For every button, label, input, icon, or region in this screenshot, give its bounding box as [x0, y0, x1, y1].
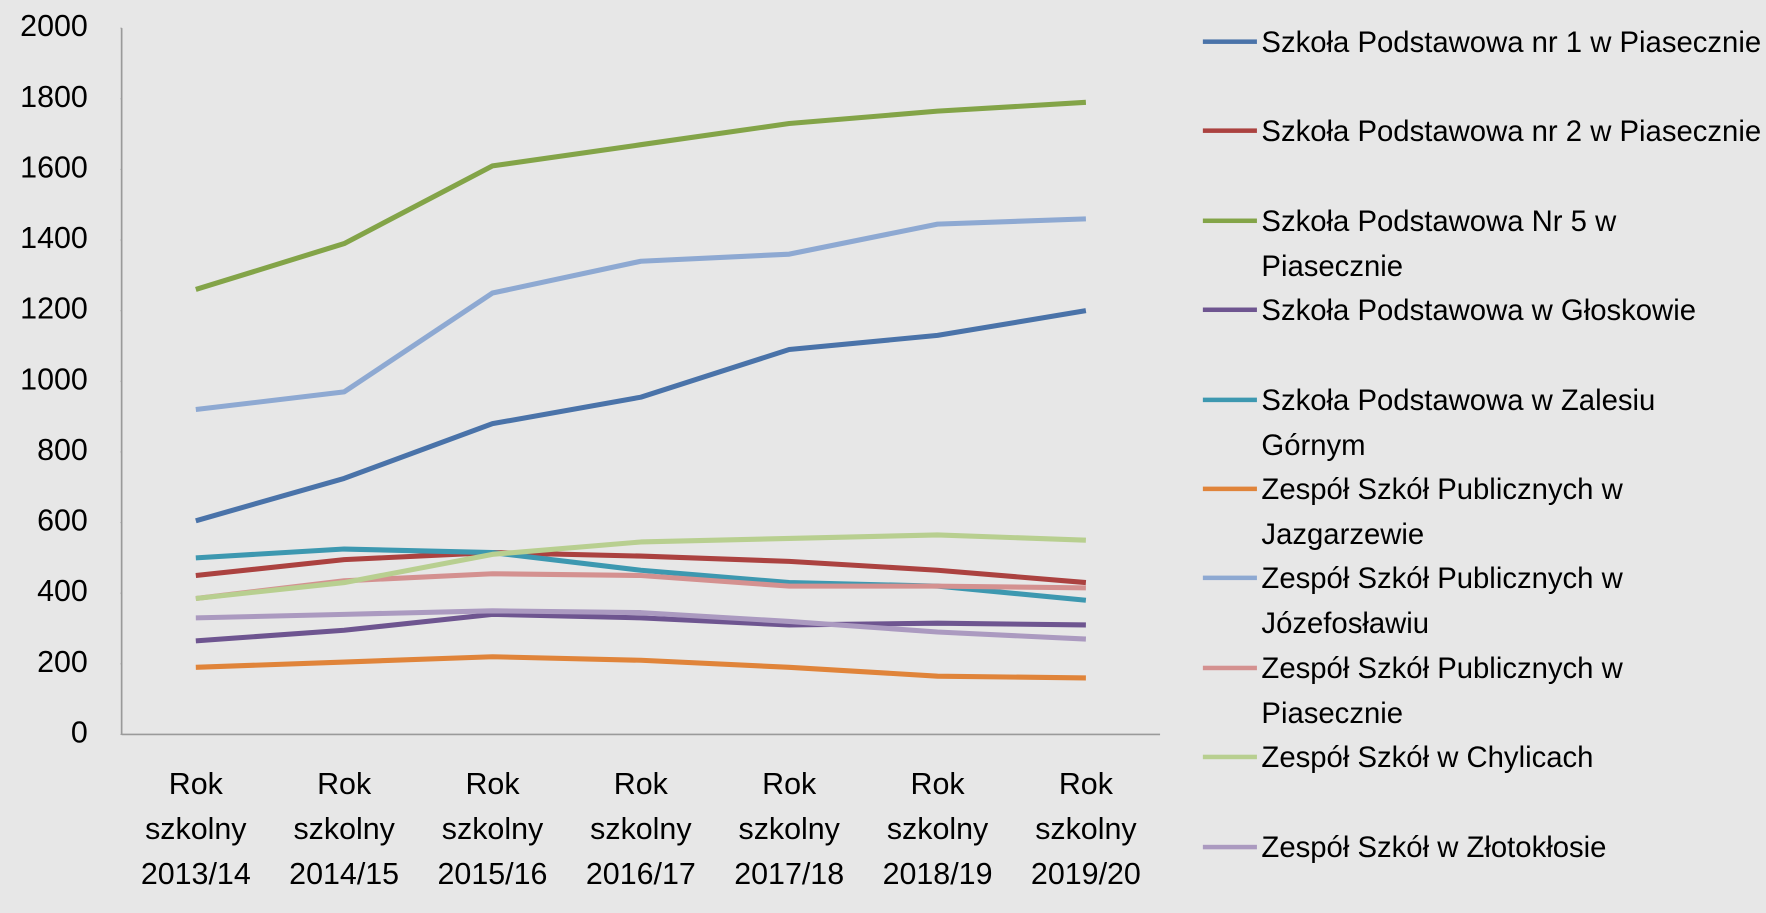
- legend-label: Zespół Szkół Publicznych w Józefosławiu: [1261, 561, 1623, 641]
- legend-marker: [1202, 486, 1257, 492]
- legend-item: Zespół Szkół Publicznych w Jazgarzewie: [1202, 466, 1766, 555]
- legend-marker: [1202, 39, 1257, 44]
- legend-item: Zespół Szkół w Chylicach: [1202, 735, 1766, 824]
- y-tick-label: 200: [37, 645, 88, 679]
- legend-marker: [1202, 844, 1257, 849]
- legend-marker: [1202, 218, 1257, 223]
- y-tick-label: 600: [37, 504, 88, 538]
- legend-item: Zespół Szkół Publicznych w Józefosławiu: [1202, 556, 1766, 645]
- legend-label: Szkoła Podstawowa w Zalesiu Górnym: [1261, 382, 1656, 462]
- legend-marker: [1202, 397, 1257, 402]
- legend-marker: [1202, 128, 1257, 134]
- plot: 0 200 400 600 800 1000 1200 1400 1600 1800 2000: [20, 9, 1161, 749]
- y-tick-label: 1400: [20, 221, 88, 255]
- series-line: [195, 216, 1086, 413]
- legend-label: Zespół Szkół Publicznych w Piasecznie: [1261, 650, 1623, 730]
- y-tick-label: 2000: [20, 9, 88, 43]
- series-line: [195, 550, 1087, 586]
- legend-item: Zespół Szkół w Złotokłosie: [1202, 824, 1766, 913]
- legend-item: Szkoła Podstawowa w Głoskowie: [1202, 287, 1766, 376]
- legend-item: Zespół Szkół Publicznych w Piasecznie: [1202, 645, 1766, 734]
- legend-label: Szkoła Podstawowa w Głoskowie: [1261, 293, 1697, 327]
- legend-label: Zespół Szkół w Złotokłosie: [1261, 829, 1607, 864]
- series-line: [195, 99, 1087, 292]
- x-tick-label: Rok szkolny 2015/16: [437, 767, 548, 891]
- series-line: [195, 608, 1087, 642]
- legend-item: Szkoła Podstawowa nr 2 w Piasecznie: [1202, 109, 1766, 198]
- x-tick-label: Rok szkolny 2017/18: [734, 767, 845, 891]
- series-line: [195, 654, 1086, 681]
- x-tick-label: Rok szkolny 2018/19: [882, 767, 993, 891]
- y-tick-label: 1800: [20, 80, 88, 114]
- legend-label: Szkoła Podstawowa nr 2 w Piasecznie: [1261, 114, 1762, 149]
- legend-label: Zespół Szkół w Chylicach: [1261, 740, 1594, 774]
- x-tick-label: Rok szkolny 2019/20: [1030, 767, 1141, 891]
- legend-marker: [1202, 754, 1257, 760]
- x-tick-label: Rok szkolny 2014/15: [289, 767, 400, 891]
- series-line: [195, 308, 1087, 524]
- legend-marker: [1202, 665, 1257, 670]
- legend: Szkoła Podstawowa nr 1 w Piasecznie Szkoł…: [1202, 19, 1766, 913]
- chart: 0 200 400 600 800 1000 1200 1400 1600 1800 2000 Sz…: [20, 9, 1761, 891]
- legend-marker: [1202, 575, 1257, 581]
- y-tick-label: 1600: [20, 150, 88, 184]
- series-line: [195, 532, 1086, 601]
- y-tick-label: 1200: [20, 292, 88, 326]
- y-tick-label: 0: [71, 715, 88, 749]
- x-tick-label: Rok szkolny 2016/17: [585, 767, 696, 891]
- legend-label: Szkoła Podstawowa Nr 5 w Piasecznie: [1261, 203, 1617, 283]
- legend-label: Zespół Szkół Publicznych w Jazgarzewie: [1261, 471, 1623, 551]
- y-tick-label: 800: [37, 433, 88, 467]
- x-tick-label: Rok szkolny 2013/14: [140, 767, 251, 891]
- legend-item: Szkoła Podstawowa Nr 5 w Piasecznie: [1202, 198, 1766, 287]
- series-line: [195, 611, 1086, 644]
- y-tick-label: 400: [37, 574, 88, 608]
- legend-item: Szkoła Podstawowa nr 1 w Piasecznie: [1202, 19, 1766, 108]
- y-tick-label: 1000: [20, 362, 88, 396]
- legend-item: Szkoła Podstawowa w Zalesiu Górnym: [1202, 377, 1766, 466]
- legend-label: Szkoła Podstawowa nr 1 w Piasecznie: [1261, 24, 1762, 59]
- legend-marker: [1202, 307, 1257, 313]
